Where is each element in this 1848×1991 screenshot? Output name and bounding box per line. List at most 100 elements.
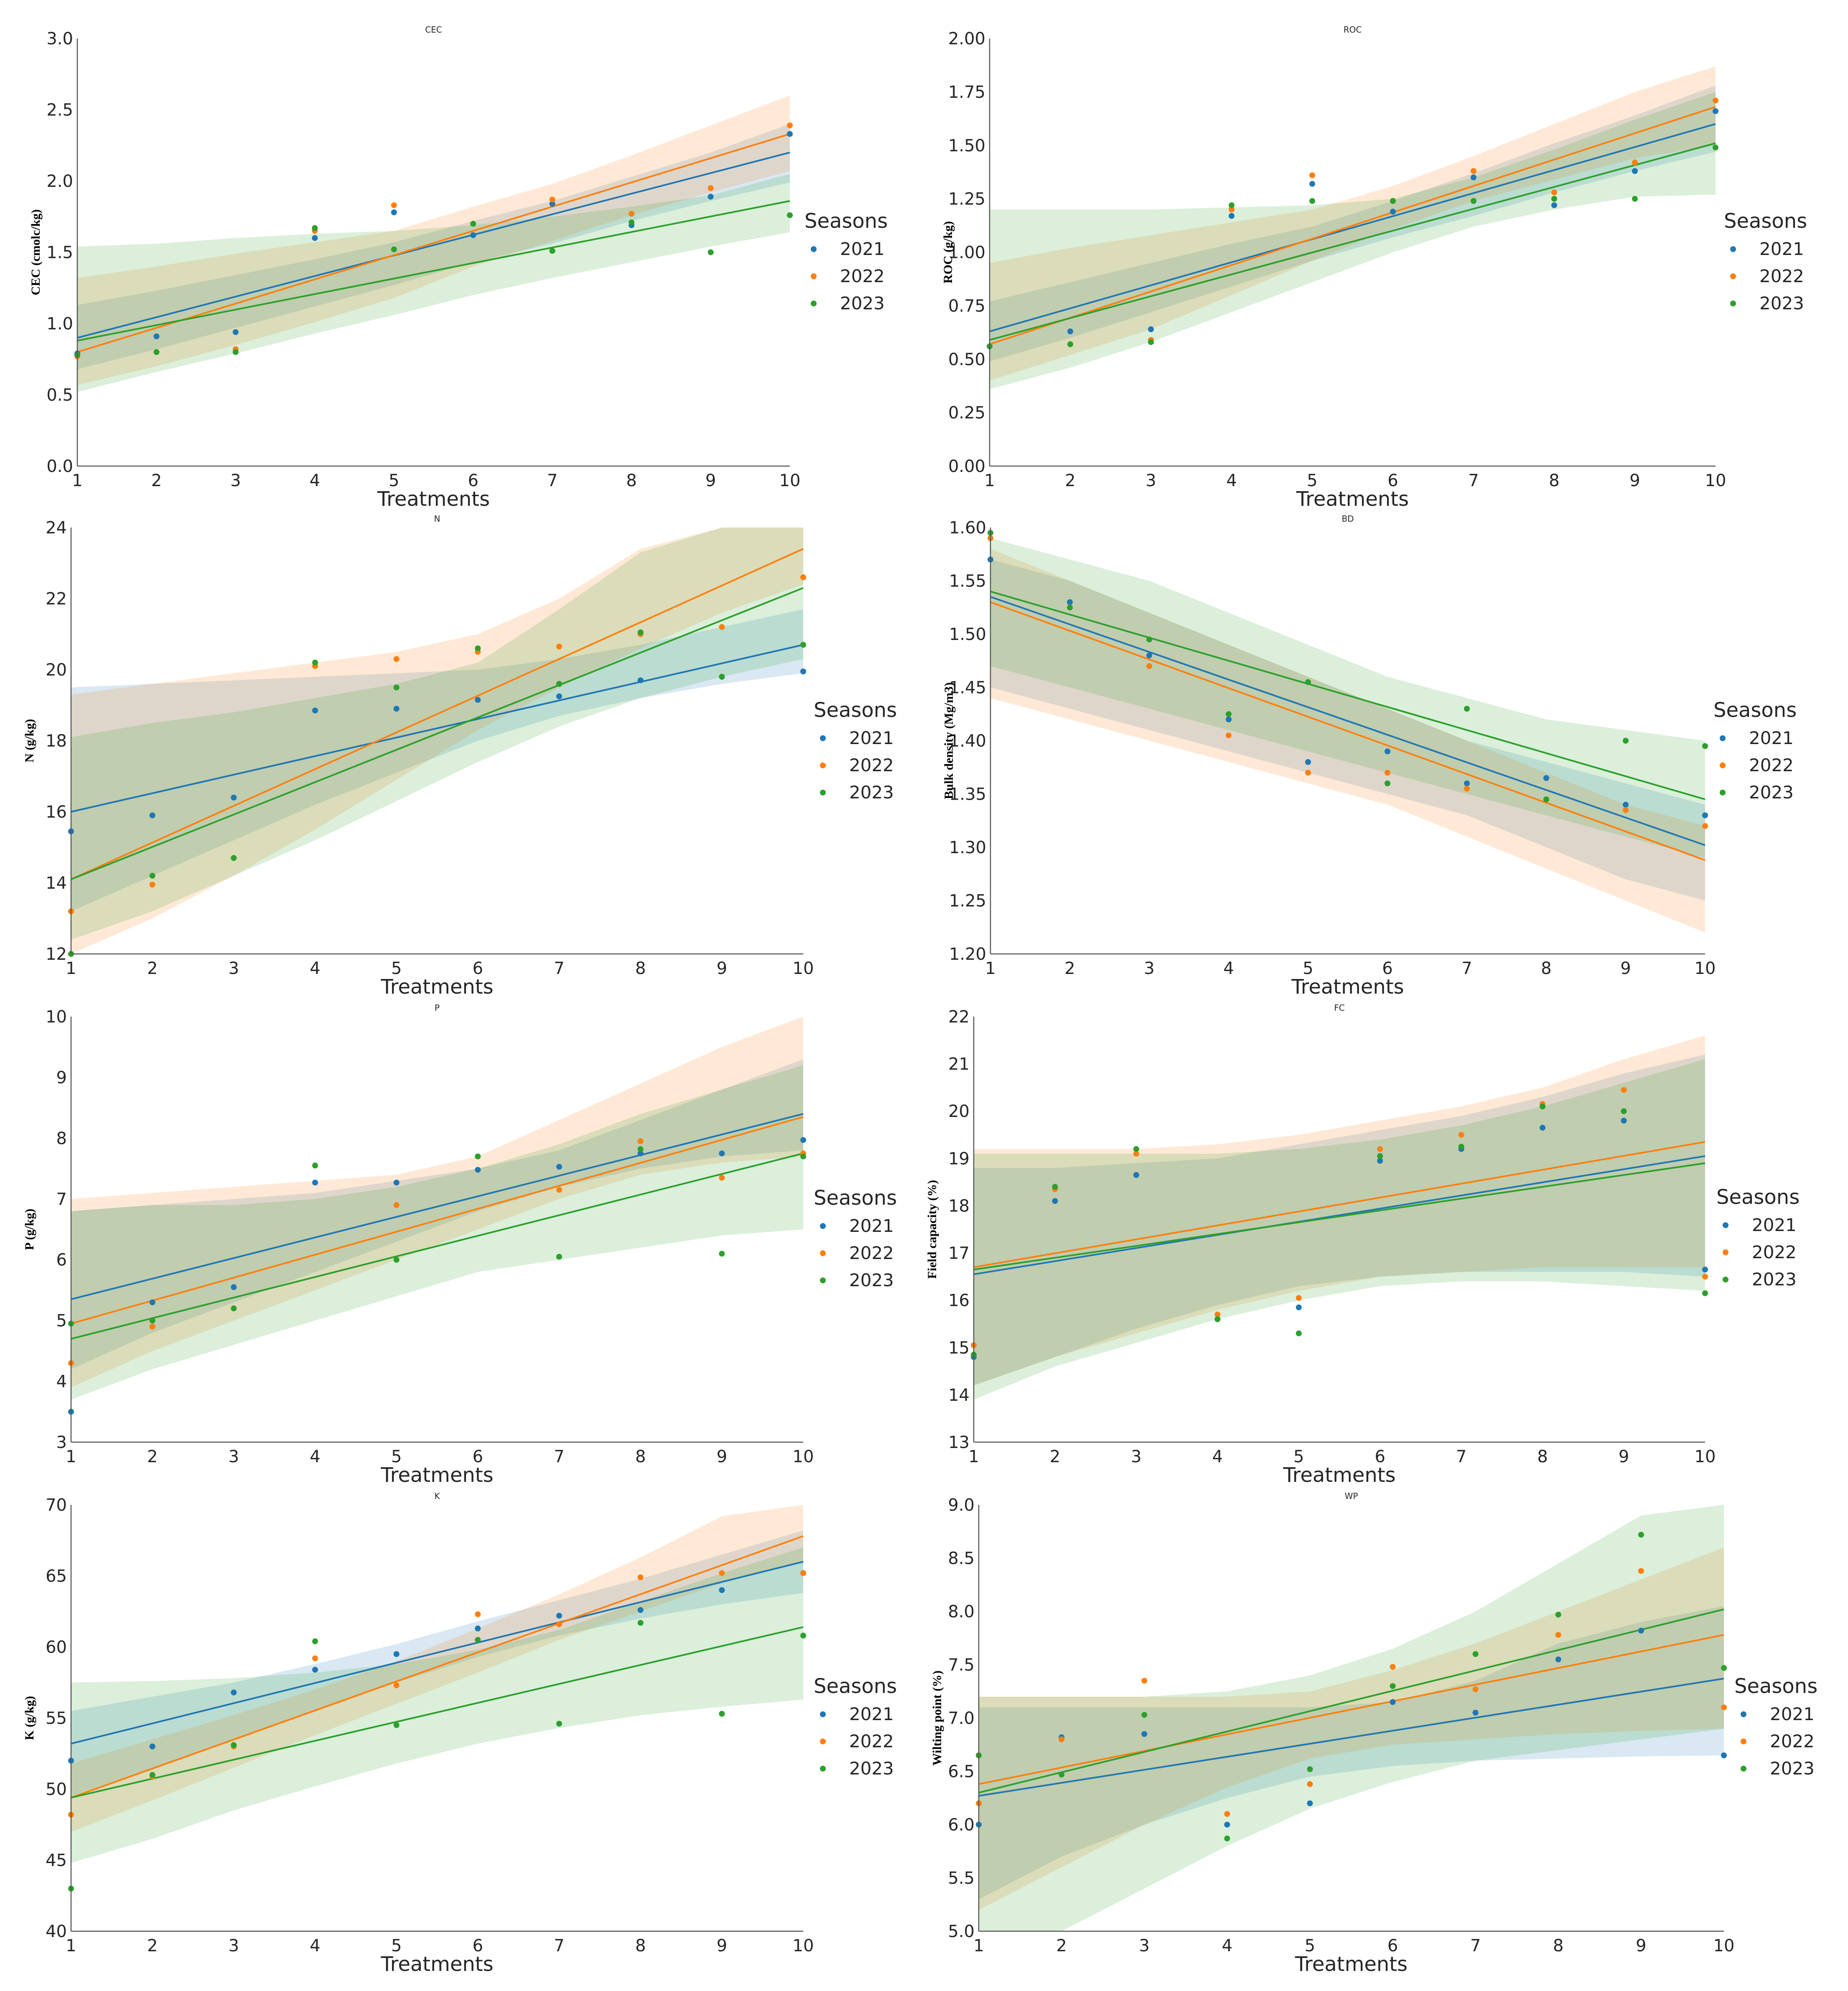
x-tick-label: 7 [1456, 1447, 1466, 1466]
x-tick-label: 7 [1470, 1936, 1481, 1955]
ci-band-2022 [77, 95, 790, 385]
point-2023 [1052, 1184, 1058, 1190]
point-2023 [312, 225, 318, 231]
legend-marker-2023 [1720, 790, 1726, 795]
fit-line-2023 [973, 1162, 1705, 1271]
point-2023 [1067, 604, 1073, 611]
x-tick-label: 1 [968, 1447, 979, 1466]
fit-line-2023 [978, 1608, 1724, 1794]
fit-line-2022 [973, 1141, 1705, 1268]
point-2021 [312, 1180, 318, 1186]
point-2023 [1472, 1651, 1479, 1657]
y-tick-label: 1.40 [949, 732, 986, 751]
point-2022 [1377, 1146, 1383, 1152]
y-tick-label: 22 [46, 589, 67, 609]
x-tick-label: 2 [1065, 471, 1075, 490]
ci-band-2022 [990, 66, 1716, 381]
x-tick-label: 10 [1705, 471, 1726, 490]
legend-label-2022: 2022 [849, 755, 894, 775]
legend-marker-2023 [811, 301, 817, 306]
legend-marker-2022 [1723, 1249, 1728, 1255]
x-tick-label: 5 [1293, 1447, 1304, 1466]
point-2022 [1551, 189, 1557, 196]
point-2021 [719, 1150, 725, 1157]
point-2023 [1638, 1532, 1644, 1538]
ci-band-2021 [71, 609, 803, 911]
point-2023 [1224, 1835, 1230, 1842]
point-2023 [719, 1711, 725, 1717]
legend: Seasons 2021 2022 2023 [804, 209, 888, 314]
point-2023 [556, 1254, 562, 1260]
y-tick-label: 4 [56, 1372, 67, 1392]
point-2023 [470, 221, 476, 227]
legend-label-2021: 2021 [849, 1216, 894, 1236]
x-tick-label: 1 [973, 1936, 984, 1955]
point-2023 [1148, 339, 1154, 345]
x-tick-label: 5 [1305, 1936, 1315, 1955]
point-2021 [708, 194, 714, 200]
ci-band-2022 [990, 549, 1705, 933]
y-axis-label: N (g/kg) [23, 719, 36, 762]
x-tick-label: 4 [310, 959, 320, 978]
point-2022 [1214, 1311, 1221, 1318]
legend-label-2021: 2021 [849, 1704, 894, 1724]
y-axis-label: Bulk density (Mg/m3) [942, 682, 956, 799]
legend-label-2022: 2022 [840, 266, 885, 286]
x-tick-label: 4 [1212, 1447, 1223, 1466]
x-tick-label: 3 [1144, 959, 1154, 978]
point-2023 [1296, 1330, 1302, 1336]
y-tick-label: 9 [56, 1068, 67, 1087]
point-2023 [475, 645, 481, 651]
y-tick-label: 1.60 [949, 518, 986, 538]
point-2021 [1702, 1267, 1708, 1273]
x-tick-label: 9 [1636, 1936, 1646, 1955]
point-2022 [1464, 785, 1470, 792]
legend-marker-2021 [811, 246, 817, 252]
legend: Seasons 2021 2022 2023 [1713, 699, 1797, 803]
ci-band-2021 [77, 124, 790, 370]
point-2021 [231, 1284, 237, 1290]
chart-title: N [434, 514, 440, 524]
x-tick-label: 10 [1713, 1936, 1735, 1955]
ci-band-2023 [974, 1059, 1705, 1400]
y-tick-label: 12 [46, 945, 67, 964]
fit-line-2023 [71, 1152, 804, 1340]
point-2022 [1059, 1736, 1065, 1742]
point-2021 [1472, 1710, 1479, 1716]
fit-line-2021 [71, 1561, 804, 1745]
point-2021 [1377, 1157, 1383, 1164]
x-tick-label: 3 [229, 959, 239, 978]
point-2022 [1307, 1781, 1313, 1787]
point-2021 [231, 795, 237, 800]
y-tick-label: 1.35 [949, 785, 986, 804]
point-2022 [1621, 1087, 1627, 1093]
y-tick-label: 50 [46, 1780, 67, 1799]
fit-line-2022 [77, 133, 790, 353]
fit-line-2022 [71, 548, 804, 880]
x-tick-label: 5 [1303, 959, 1313, 978]
legend-marker-2023 [1730, 301, 1736, 306]
point-2021 [637, 677, 644, 683]
x-tick-label: 9 [717, 959, 727, 978]
y-tick-label: 20 [46, 660, 67, 680]
chart-title: BD [1341, 514, 1354, 524]
point-2021 [475, 697, 481, 703]
x-tick-label: 6 [1387, 1936, 1398, 1955]
ci-band-2021 [990, 559, 1705, 901]
point-2022 [1224, 1811, 1230, 1817]
point-2023 [149, 873, 155, 879]
point-2021 [1224, 1822, 1230, 1828]
x-tick-label: 6 [1387, 471, 1398, 490]
fit-line-2022 [989, 106, 1716, 345]
point-2023 [637, 1620, 644, 1626]
point-2023 [393, 684, 400, 691]
y-tick-label: 3.0 [46, 29, 73, 48]
point-2022 [1385, 770, 1390, 776]
point-2021 [637, 1150, 644, 1157]
point-2023 [800, 642, 806, 648]
x-tick-label: 2 [1050, 1447, 1060, 1466]
point-2022 [629, 211, 635, 217]
x-tick-label: 9 [717, 1936, 727, 1955]
legend-marker-2021 [1720, 735, 1726, 741]
fit-line-2023 [990, 591, 1705, 800]
